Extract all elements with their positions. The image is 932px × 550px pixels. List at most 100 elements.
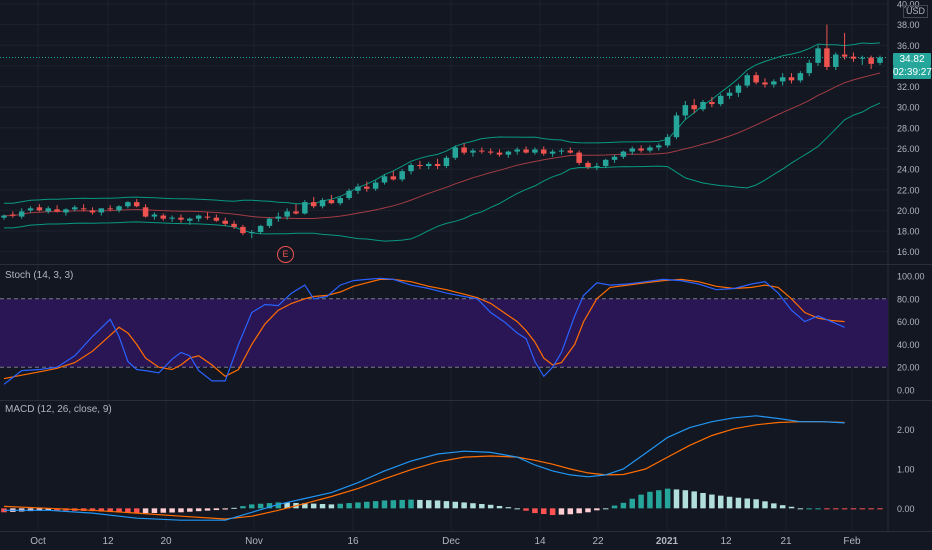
countdown-badge: 02:39:27 [893, 66, 932, 79]
candle-body [178, 217, 184, 220]
macd-histogram-bar [390, 500, 397, 509]
macd-histogram-bar [231, 507, 237, 509]
macd-histogram-bar [178, 508, 184, 513]
candle-body [877, 57, 883, 63]
last-price-badge: 34.82 [893, 53, 931, 66]
stoch-tick-label: 20.00 [897, 363, 920, 373]
macd-histogram-bar [125, 508, 131, 513]
macd-histogram-bar [187, 508, 193, 512]
macd-histogram-bar [824, 508, 830, 510]
macd-histogram-bar [797, 508, 804, 510]
macd-line [4, 415, 845, 521]
candle-body [434, 163, 441, 167]
candle-body [80, 208, 87, 210]
candle-body [372, 182, 379, 189]
macd-histogram-bar [346, 503, 352, 509]
macd-histogram-bar [310, 503, 317, 509]
macd-histogram-bar [461, 502, 467, 509]
macd-histogram-bar [408, 499, 414, 509]
bb-lower-line [4, 102, 881, 242]
candle-body [125, 202, 131, 207]
macd-histogram-bar [673, 489, 680, 509]
candle-body [779, 77, 786, 82]
macd-histogram-bar [479, 504, 485, 509]
candle-body [302, 202, 308, 214]
candle-body [753, 75, 759, 83]
stoch-pane-label[interactable]: Stoch (14, 3, 3) [5, 270, 74, 281]
candle-body [611, 156, 618, 160]
macd-histogram-bar [682, 490, 689, 509]
candle-body [27, 208, 34, 211]
candle-body [744, 75, 751, 86]
candle-body [470, 150, 476, 153]
candle-body [346, 190, 352, 199]
currency-label[interactable]: USD [903, 5, 929, 18]
candle-body [284, 211, 290, 217]
macd-histogram-bar [302, 503, 308, 509]
candle-body [328, 200, 335, 204]
macd-histogram-bar [726, 496, 733, 509]
macd-histogram-bar [222, 508, 228, 510]
macd-histogram-bar [487, 504, 494, 509]
macd-histogram-bar [532, 508, 538, 514]
stoch-tick-label: 80.00 [897, 294, 920, 304]
candle-body [63, 209, 69, 213]
candle-body [381, 176, 388, 183]
macd-histogram-bar [717, 495, 724, 509]
candle-body [72, 207, 78, 210]
candle-body [408, 164, 414, 172]
macd-histogram-bar [364, 501, 370, 509]
candle-body [443, 157, 450, 167]
candle-body [841, 54, 848, 57]
x-tick-label: Nov [245, 536, 263, 547]
price-tick-label: 40.00 [897, 0, 920, 10]
candle-body [310, 202, 317, 207]
candle-body [541, 149, 547, 154]
macd-histogram-bar [195, 508, 202, 512]
macd-histogram-bar [434, 500, 441, 509]
macd-histogram-bar [877, 508, 883, 510]
candle-body [425, 163, 432, 167]
x-tick-label: 14 [534, 536, 546, 547]
stoch-tick-label: 40.00 [897, 340, 920, 350]
candle-body [576, 152, 582, 163]
macd-histogram-bar [620, 502, 627, 509]
macd-pane-label[interactable]: MACD (12, 26, close, 9) [5, 404, 112, 415]
candle-body [213, 217, 220, 221]
macd-histogram-bar [629, 498, 635, 509]
macd-histogram-bar [664, 488, 671, 509]
macd-histogram-bar [107, 508, 113, 513]
candle-body [602, 159, 609, 167]
candle-body [89, 210, 96, 213]
macd-histogram-bar [638, 494, 644, 509]
macd-histogram-bar [815, 508, 821, 510]
price-tick-label: 24.00 [897, 165, 920, 175]
macd-histogram-bar [779, 505, 786, 509]
candle-body [142, 207, 149, 217]
candle-body [222, 220, 228, 224]
macd-histogram-bar [868, 508, 874, 510]
price-tick-label: 32.00 [897, 82, 920, 92]
x-tick-label: 16 [347, 536, 359, 547]
macd-histogram-bar [443, 501, 450, 509]
candle-body [788, 77, 795, 81]
candle-body [620, 151, 627, 157]
macd-histogram-bar [647, 491, 653, 509]
x-tick-label: 12 [102, 536, 114, 547]
price-tick-label: 20.00 [897, 206, 920, 216]
candle-body [461, 147, 467, 153]
candle-body [797, 73, 804, 81]
candle-body [257, 225, 264, 233]
candle-body [558, 150, 565, 152]
bb-basis-line [4, 72, 881, 219]
earnings-marker[interactable]: E [277, 246, 294, 263]
macd-histogram-bar [523, 508, 529, 511]
candle-body [638, 148, 644, 151]
macd-histogram-bar [98, 508, 105, 512]
macd-histogram-bar [133, 508, 140, 514]
macd-histogram-bar [850, 508, 857, 510]
candle-body [187, 218, 193, 221]
macd-histogram-bar [841, 508, 848, 510]
